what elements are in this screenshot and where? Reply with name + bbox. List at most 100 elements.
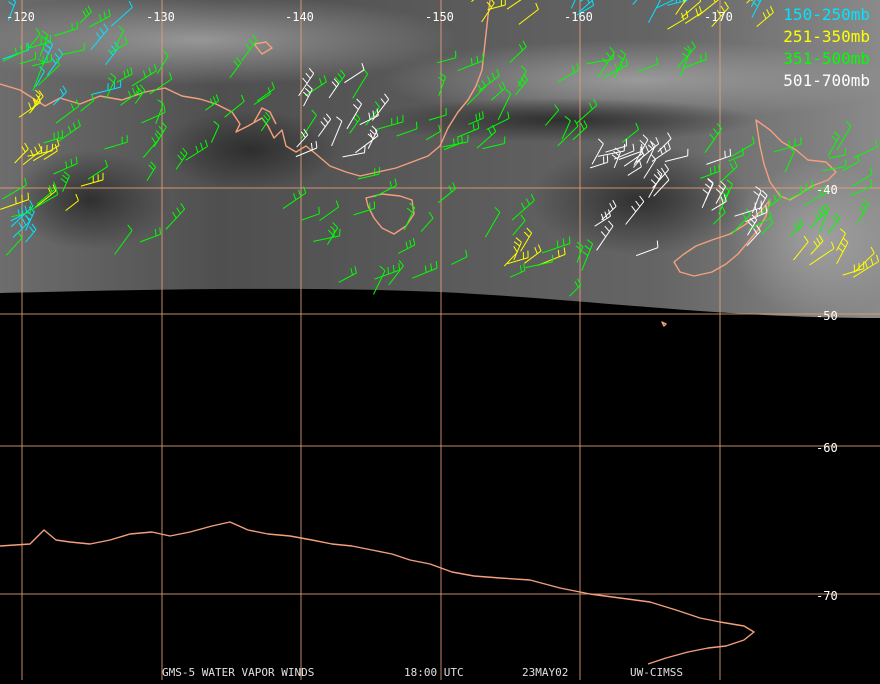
wind-barb <box>758 190 782 216</box>
australia-gulf-detail <box>253 107 277 125</box>
wind-barb <box>328 78 340 99</box>
wind-barb <box>32 187 59 210</box>
wind-barb <box>852 254 879 278</box>
wind-barb <box>7 0 17 21</box>
wind-barb <box>476 124 497 149</box>
wind-barb <box>428 107 447 121</box>
wind-barb <box>11 205 31 218</box>
wind-barb <box>114 25 125 48</box>
wind-barb <box>80 93 95 112</box>
latitude-label: -50 <box>816 309 838 323</box>
wind-barb <box>36 181 57 205</box>
wind-barb <box>829 147 847 159</box>
wind-barb <box>589 155 609 169</box>
wind-barb <box>648 168 663 198</box>
wind-barb <box>520 227 533 252</box>
wind-barb <box>730 136 755 158</box>
wind-barb <box>205 94 220 111</box>
wind-barb <box>711 1 729 28</box>
wind-barb <box>2 177 27 200</box>
wind-barb <box>706 148 732 165</box>
wind-barb <box>597 46 615 78</box>
wind-barb <box>853 246 875 273</box>
wind-barb <box>561 115 571 140</box>
wind-barb <box>594 209 611 227</box>
legend-item-251-350: 251-350mb <box>783 27 870 46</box>
wind-barb <box>611 147 621 168</box>
imagery-bright-band <box>0 0 460 85</box>
wind-barb <box>110 0 133 27</box>
wind-barb <box>10 199 34 228</box>
wind-barb <box>576 0 595 16</box>
wind-barb <box>342 145 366 158</box>
wind-barb <box>298 67 315 97</box>
wind-barb <box>637 57 658 73</box>
wind-barb <box>60 171 70 192</box>
wind-barb <box>497 88 512 121</box>
wind-barb <box>746 225 761 247</box>
wind-barb <box>511 193 535 221</box>
wind-barb <box>750 0 756 8</box>
wind-barb <box>603 58 628 78</box>
wind-barb <box>524 244 542 264</box>
wind-barb <box>22 143 42 165</box>
wind-barb <box>827 212 840 235</box>
wind-barb <box>210 120 220 143</box>
wind-barb <box>155 99 164 124</box>
wind-barb <box>747 214 758 236</box>
wind-barb <box>373 265 386 295</box>
wind-barb <box>55 99 80 124</box>
wind-barb <box>35 66 45 88</box>
wind-barb <box>751 0 762 18</box>
wind-barb <box>481 0 495 23</box>
wind-barb <box>503 246 518 267</box>
wind-barb <box>761 216 774 235</box>
wind-barb <box>229 57 242 79</box>
wind-barb <box>656 0 675 9</box>
wind-barb <box>241 34 258 62</box>
wind-barb <box>153 121 167 147</box>
pressure-legend: 150-250mb 251-350mb 351-500mb 501-700mb <box>783 4 870 92</box>
wind-barb <box>647 0 661 24</box>
wind-barb <box>79 5 92 24</box>
wind-barb <box>684 5 702 24</box>
wind-barb <box>344 63 365 84</box>
wind-barb <box>373 178 397 198</box>
wind-barb <box>621 122 640 143</box>
latitude-label: -70 <box>816 589 838 603</box>
wind-barb <box>636 240 659 257</box>
wind-barb <box>105 72 117 99</box>
wind-barb <box>457 121 480 138</box>
wind-barb <box>114 224 133 255</box>
wind-barb <box>134 84 146 104</box>
wind-barb <box>25 223 37 243</box>
wind-barb <box>704 123 723 153</box>
wind-barb <box>146 161 156 181</box>
wind-barb <box>319 200 340 221</box>
wind-barb <box>506 250 529 265</box>
wind-barb <box>720 159 738 182</box>
wind-barb <box>751 186 762 214</box>
wind-barb <box>156 50 169 74</box>
wind-barb <box>87 159 108 180</box>
longitude-label: -140 <box>285 10 314 24</box>
wind-barb <box>140 227 161 243</box>
wind-barb <box>52 85 67 106</box>
wind-barb <box>849 179 873 197</box>
imagery-dark-swirl <box>160 110 340 190</box>
wind-barb <box>596 220 614 251</box>
wind-barb <box>338 266 357 283</box>
wind-barb <box>581 239 594 271</box>
wind-barb <box>141 105 166 124</box>
wind-barb <box>437 50 457 64</box>
wind-barb <box>681 0 702 18</box>
imagery-dark-swirl <box>10 150 170 250</box>
wind-barb <box>468 111 484 125</box>
wind-barb <box>224 94 245 118</box>
wind-barb <box>331 116 343 147</box>
wind-barb <box>578 0 593 13</box>
wind-barb <box>80 172 104 187</box>
wind-barb <box>332 69 346 92</box>
wind-barb <box>116 66 133 83</box>
